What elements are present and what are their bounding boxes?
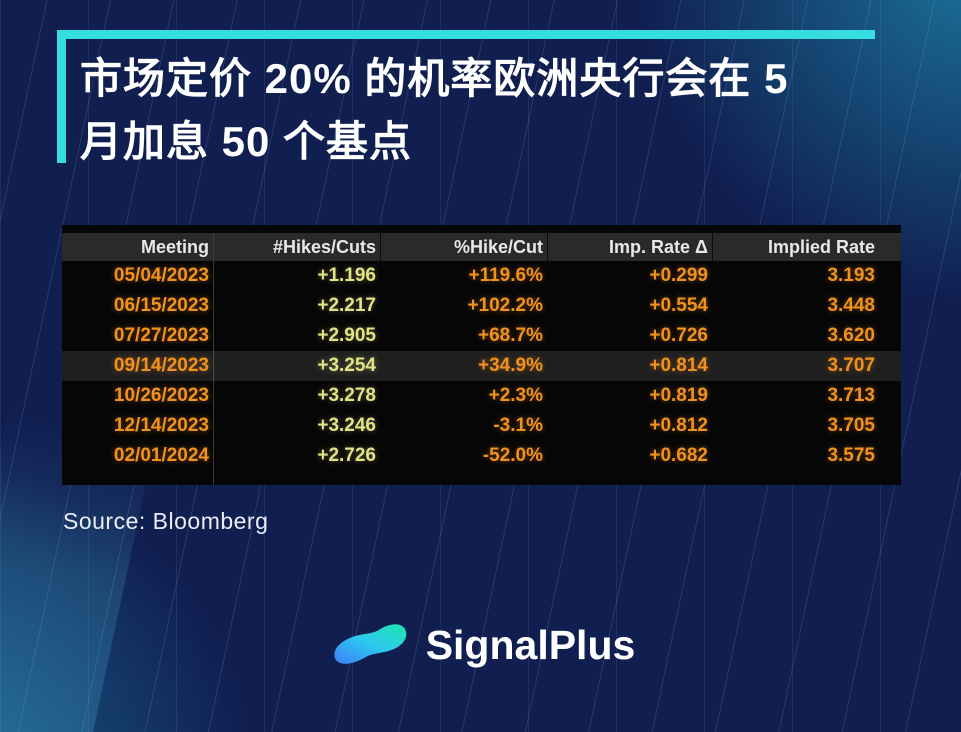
hikes-cuts-value: +3.278	[317, 385, 376, 406]
page-title: 市场定价 20% 的机率欧洲央行会在 5 月加息 50 个基点	[80, 47, 880, 173]
title-bracket-left-bar	[57, 30, 66, 163]
pct-hike-cut-value: +34.9%	[478, 355, 543, 376]
brand-lockup: SignalPlus	[0, 612, 961, 678]
table-row: 10/26/2023 +3.278 +2.3% +0.819 3.713	[62, 381, 901, 411]
table-row: 06/15/2023 +2.217 +102.2% +0.554 3.448	[62, 291, 901, 321]
rate-probability-table: Meeting #Hikes/Cuts %Hike/Cut Imp. Rate …	[62, 225, 901, 485]
imp-rate-delta-value: +0.554	[649, 295, 708, 316]
column-header-implied-rate: Implied Rate	[712, 233, 901, 261]
column-header-pct-hike-cut: %Hike/Cut	[380, 233, 547, 261]
implied-rate-value: 3.575	[827, 445, 875, 466]
meeting-date: 06/15/2023	[113, 295, 209, 316]
hikes-cuts-value: +2.905	[317, 325, 376, 346]
pct-hike-cut-value: +119.6%	[468, 265, 544, 286]
hikes-cuts-value: +2.726	[317, 445, 376, 466]
page-title-line-2: 月加息 50 个基点	[80, 118, 413, 165]
meeting-date: 05/04/2023	[113, 265, 209, 286]
implied-rate-value: 3.713	[827, 385, 875, 406]
hikes-cuts-value: +2.217	[317, 295, 376, 316]
meeting-date: 09/14/2023	[113, 355, 209, 376]
pct-hike-cut-value: -52.0%	[482, 445, 543, 466]
imp-rate-delta-value: +0.682	[649, 445, 708, 466]
column-header-hikes-cuts: #Hikes/Cuts	[213, 233, 380, 261]
pct-hike-cut-value: +102.2%	[467, 295, 543, 316]
page-title-line-1: 市场定价 20% 的机率欧洲央行会在 5	[80, 55, 789, 102]
hikes-cuts-value: +1.196	[317, 265, 376, 286]
imp-rate-delta-value: +0.814	[649, 355, 708, 376]
meeting-date: 12/14/2023	[113, 415, 209, 436]
column-header-imp-rate-delta: Imp. Rate Δ	[547, 233, 712, 261]
table-row: 07/27/2023 +2.905 +68.7% +0.726 3.620	[62, 321, 901, 351]
implied-rate-value: 3.448	[827, 295, 875, 316]
pct-hike-cut-value: -3.1%	[493, 415, 543, 436]
implied-rate-value: 3.705	[827, 415, 875, 436]
imp-rate-delta-value: +0.726	[649, 325, 708, 346]
hikes-cuts-value: +3.246	[317, 415, 376, 436]
signalplus-wordmark: SignalPlus	[425, 621, 636, 668]
pct-hike-cut-value: +2.3%	[488, 385, 543, 406]
column-header-meeting: Meeting	[140, 236, 209, 257]
meeting-date: 10/26/2023	[113, 385, 209, 406]
imp-rate-delta-value: +0.299	[649, 265, 708, 286]
implied-rate-value: 3.707	[827, 355, 875, 376]
pct-hike-cut-value: +68.7%	[478, 325, 543, 346]
title-bracket-top-bar	[57, 30, 875, 39]
table-row: 12/14/2023 +3.246 -3.1% +0.812 3.705	[62, 411, 901, 441]
implied-rate-value: 3.620	[827, 325, 875, 346]
implied-rate-value: 3.193	[827, 265, 875, 286]
imp-rate-delta-value: +0.812	[649, 415, 708, 436]
table-header-row: Meeting #Hikes/Cuts %Hike/Cut Imp. Rate …	[62, 233, 901, 261]
table-row: 02/01/2024 +2.726 -52.0% +0.682 3.575	[62, 441, 901, 471]
meeting-date: 02/01/2024	[113, 445, 209, 466]
source-attribution: Source: Bloomberg	[63, 508, 269, 534]
table-row: 05/04/2023 +1.196 +119.6% +0.299 3.193	[62, 261, 901, 291]
meeting-column-divider	[213, 233, 214, 485]
table-row-highlighted: 09/14/2023 +3.254 +34.9% +0.814 3.707	[62, 351, 901, 381]
imp-rate-delta-value: +0.819	[649, 385, 708, 406]
meeting-date: 07/27/2023	[113, 325, 209, 346]
signalplus-logo-icon	[334, 624, 407, 664]
hikes-cuts-value: +3.254	[317, 355, 376, 376]
